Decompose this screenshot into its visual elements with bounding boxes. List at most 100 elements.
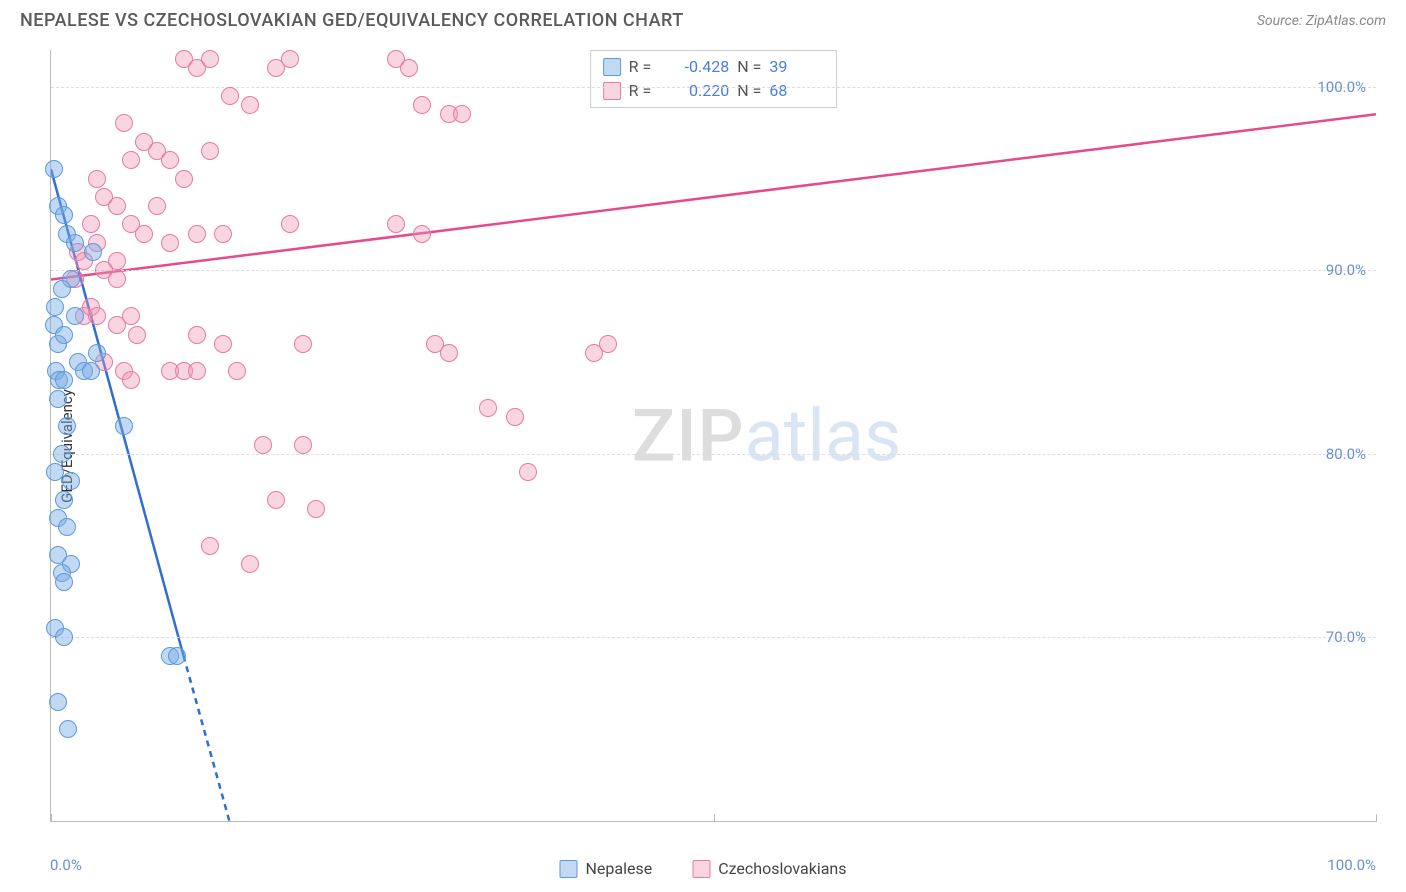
x-axis-min-label: 0.0% — [50, 856, 82, 874]
gridline — [51, 454, 1376, 455]
stat-r-blue: -0.428 — [659, 55, 729, 79]
scatter-point-blue — [55, 326, 73, 344]
scatter-point-blue — [55, 371, 73, 389]
scatter-point-pink — [453, 105, 471, 123]
legend-stats-row-blue: R = -0.428 N = 39 — [603, 55, 825, 79]
legend-label-pink: Czechoslovakians — [718, 859, 846, 878]
scatter-point-blue — [53, 445, 71, 463]
scatter-point-pink — [294, 436, 312, 454]
swatch-pink — [692, 860, 710, 878]
scatter-point-blue — [84, 243, 102, 261]
scatter-point-pink — [122, 307, 140, 325]
scatter-point-pink — [108, 197, 126, 215]
scatter-point-blue — [168, 647, 186, 665]
watermark-zip: ZIP — [632, 393, 745, 478]
stat-n-label: N = — [737, 55, 761, 79]
chart-area: ZIPatlas R = -0.428 N = 39 R = 0.220 N =… — [50, 50, 1376, 822]
scatter-point-pink — [281, 50, 299, 68]
swatch-blue — [559, 860, 577, 878]
scatter-point-pink — [108, 270, 126, 288]
swatch-blue — [603, 58, 621, 76]
scatter-point-blue — [55, 206, 73, 224]
scatter-point-blue — [58, 417, 76, 435]
scatter-point-pink — [519, 463, 537, 481]
stat-n-blue: 39 — [769, 55, 824, 79]
scatter-point-pink — [387, 215, 405, 233]
x-tick — [714, 814, 715, 822]
scatter-point-blue — [53, 280, 71, 298]
stat-r-label: R = — [629, 55, 652, 79]
scatter-point-pink — [413, 96, 431, 114]
scatter-point-pink — [241, 555, 259, 573]
legend-label-blue: Nepalese — [585, 859, 652, 878]
trend-lines — [51, 50, 1376, 821]
scatter-point-pink — [307, 500, 325, 518]
scatter-point-pink — [88, 170, 106, 188]
plot-region: ZIPatlas R = -0.428 N = 39 R = 0.220 N =… — [50, 50, 1376, 822]
scatter-point-blue — [58, 518, 76, 536]
legend-stats-row-pink: R = 0.220 N = 68 — [603, 79, 825, 103]
legend-item-pink: Czechoslovakians — [692, 859, 846, 878]
scatter-point-pink — [161, 151, 179, 169]
scatter-point-pink — [82, 215, 100, 233]
scatter-point-pink — [128, 326, 146, 344]
scatter-point-blue — [45, 160, 63, 178]
scatter-point-pink — [254, 436, 272, 454]
scatter-point-pink — [108, 252, 126, 270]
y-tick-label: 80.0% — [1326, 445, 1366, 463]
scatter-point-blue — [88, 344, 106, 362]
stat-r-label: R = — [629, 79, 652, 103]
scatter-point-pink — [161, 234, 179, 252]
scatter-point-pink — [221, 87, 239, 105]
scatter-point-blue — [82, 362, 100, 380]
scatter-point-pink — [201, 50, 219, 68]
scatter-point-blue — [46, 298, 64, 316]
scatter-point-blue — [66, 307, 84, 325]
scatter-point-pink — [400, 59, 418, 77]
x-tick — [51, 814, 52, 822]
legend-stats-box: R = -0.428 N = 39 R = 0.220 N = 68 — [590, 50, 838, 108]
scatter-point-pink — [148, 197, 166, 215]
scatter-point-blue — [115, 417, 133, 435]
scatter-point-pink — [267, 491, 285, 509]
watermark: ZIPatlas — [632, 393, 901, 478]
scatter-point-pink — [188, 225, 206, 243]
stat-n-pink: 68 — [769, 79, 824, 103]
scatter-point-pink — [599, 335, 617, 353]
scatter-point-blue — [62, 472, 80, 490]
scatter-point-pink — [281, 215, 299, 233]
y-tick-label: 90.0% — [1326, 261, 1366, 279]
scatter-point-pink — [294, 335, 312, 353]
stat-r-pink: 0.220 — [659, 79, 729, 103]
gridline — [51, 637, 1376, 638]
scatter-point-blue — [55, 628, 73, 646]
watermark-atlas: atlas — [745, 393, 902, 478]
scatter-point-pink — [115, 114, 133, 132]
scatter-point-pink — [479, 399, 497, 417]
scatter-point-pink — [201, 537, 219, 555]
legend-bottom: Nepalese Czechoslovakians — [559, 859, 846, 878]
scatter-point-blue — [55, 573, 73, 591]
gridline — [51, 87, 1376, 88]
swatch-pink — [603, 82, 621, 100]
scatter-point-pink — [214, 225, 232, 243]
scatter-point-pink — [214, 335, 232, 353]
chart-title: NEPALESE VS CZECHOSLOVAKIAN GED/EQUIVALE… — [20, 10, 684, 31]
source-attribution: Source: ZipAtlas.com — [1257, 13, 1386, 29]
x-tick — [1376, 814, 1377, 822]
scatter-point-pink — [440, 344, 458, 362]
gridline — [51, 270, 1376, 271]
x-axis-max-label: 100.0% — [1327, 856, 1376, 874]
scatter-point-blue — [59, 720, 77, 738]
scatter-point-blue — [55, 491, 73, 509]
scatter-point-pink — [122, 151, 140, 169]
scatter-point-pink — [413, 225, 431, 243]
y-tick-label: 70.0% — [1326, 628, 1366, 646]
y-tick-label: 100.0% — [1317, 78, 1366, 96]
scatter-point-pink — [241, 96, 259, 114]
scatter-point-blue — [66, 234, 84, 252]
scatter-point-pink — [188, 326, 206, 344]
scatter-point-blue — [49, 390, 67, 408]
legend-item-blue: Nepalese — [559, 859, 652, 878]
stat-n-label: N = — [737, 79, 761, 103]
